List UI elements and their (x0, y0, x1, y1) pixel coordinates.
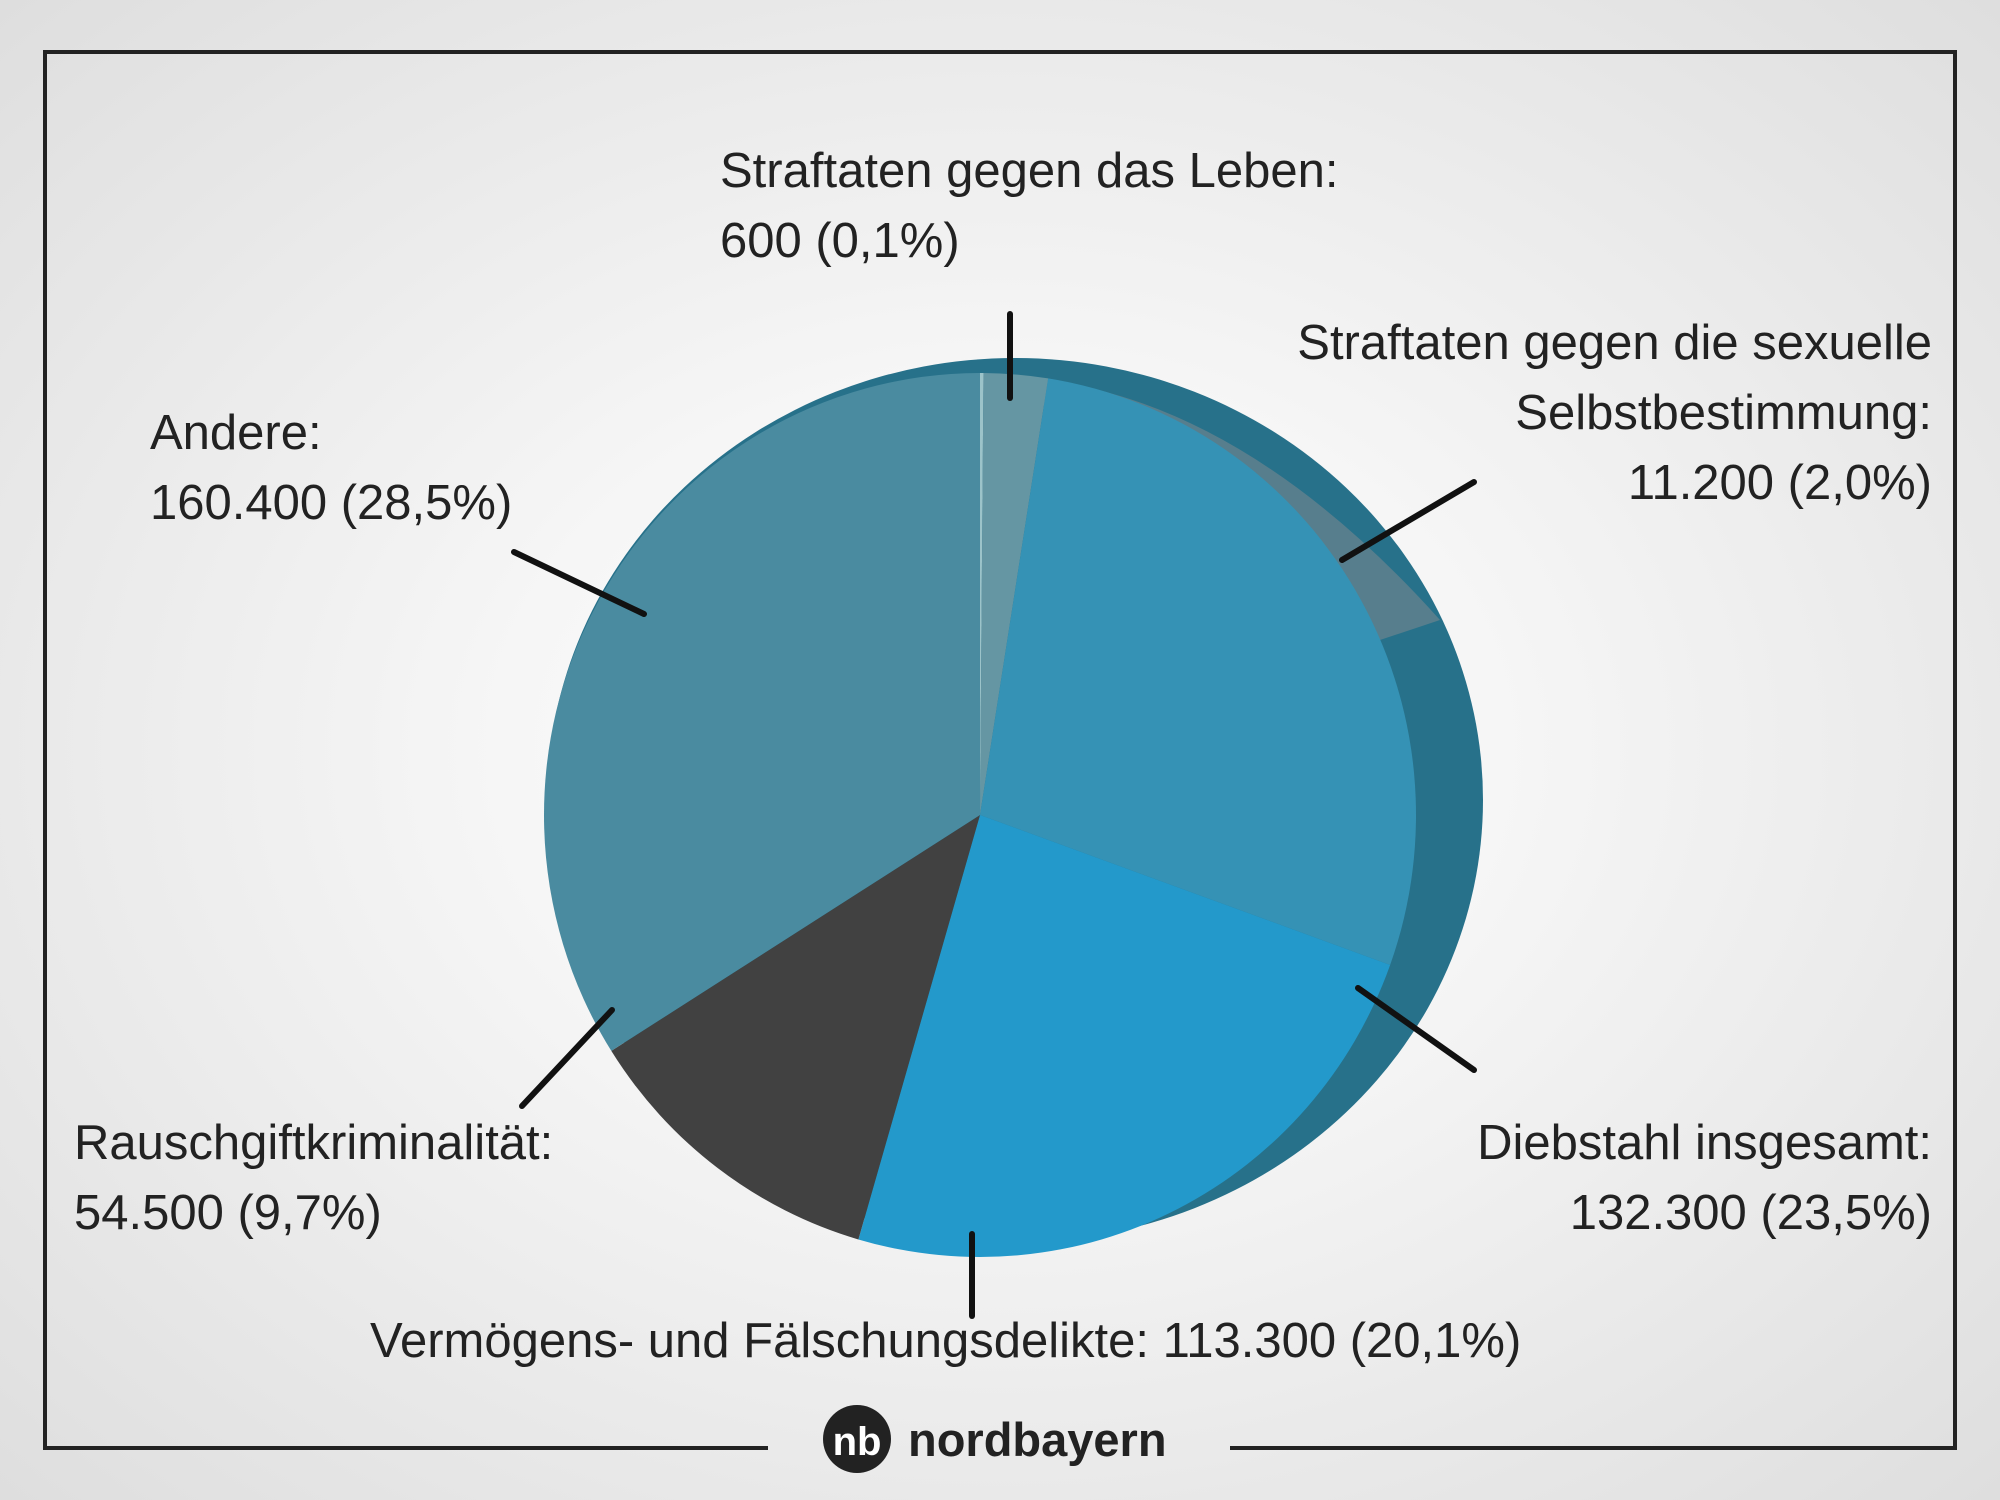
pie-slice-1 (980, 373, 1049, 815)
leader-line-diebstahl (1355, 985, 1477, 1073)
label-leben-title: Straftaten gegen das Leben: (720, 144, 1339, 198)
leader-line-sexuell (1339, 479, 1477, 563)
label-rausch-title: Rauschgiftkriminalität: (74, 1116, 554, 1170)
brand-name: nordbayern (908, 1412, 1167, 1466)
svg-text:nb: nb (833, 1420, 882, 1464)
leader-lines (511, 311, 1477, 1319)
nordbayern-nb-logo-icon: nb (823, 1405, 891, 1473)
label-diebstahl-title: Diebstahl insgesamt: (1477, 1116, 1932, 1170)
label-andere-value: 160.400 (28,5%) (150, 476, 513, 530)
label-sexuell-title-2: Selbstbestimmung: (1515, 386, 1932, 440)
label-diebstahl-value: 132.300 (23,5%) (1569, 1186, 1932, 1240)
label-vermoegen-text: Vermögens- und Fälschungsdelikte: 113.30… (370, 1314, 1522, 1368)
label-andere: Andere: 160.400 (28,5%) (150, 398, 512, 538)
label-rausch-value: 54.500 (9,7%) (74, 1186, 382, 1240)
leader-line-andere (511, 549, 647, 617)
label-sexuell: Straftaten gegen die sexuelle Selbstbest… (1297, 308, 1932, 518)
leader-line-rausch (519, 1007, 615, 1109)
label-leben: Straftaten gegen das Leben: 600 (0,1%) (720, 136, 1338, 276)
pie-slices (543, 373, 1417, 1257)
brand-logo: nordbayern (822, 1404, 1167, 1474)
pie-slice-0 (980, 373, 984, 815)
label-vermoegen: Vermögens- und Fälschungsdelikte: 113.30… (370, 1306, 1521, 1376)
label-rausch: Rauschgiftkriminalität: 54.500 (9,7%) (74, 1108, 553, 1248)
pie-slice-3 (858, 815, 1391, 1257)
pie-slice-4 (611, 815, 980, 1240)
label-sexuell-title: Straftaten gegen die sexuelle (1297, 316, 1932, 370)
pie-slice-2 (980, 378, 1417, 965)
label-leben-value: 600 (0,1%) (720, 214, 960, 268)
label-andere-title: Andere: (150, 406, 322, 460)
pie-slice-5 (543, 373, 980, 1051)
label-diebstahl: Diebstahl insgesamt: 132.300 (23,5%) (1477, 1108, 1932, 1248)
label-sexuell-value: 11.200 (2,0%) (1627, 456, 1932, 510)
frame-border (43, 50, 1957, 1450)
